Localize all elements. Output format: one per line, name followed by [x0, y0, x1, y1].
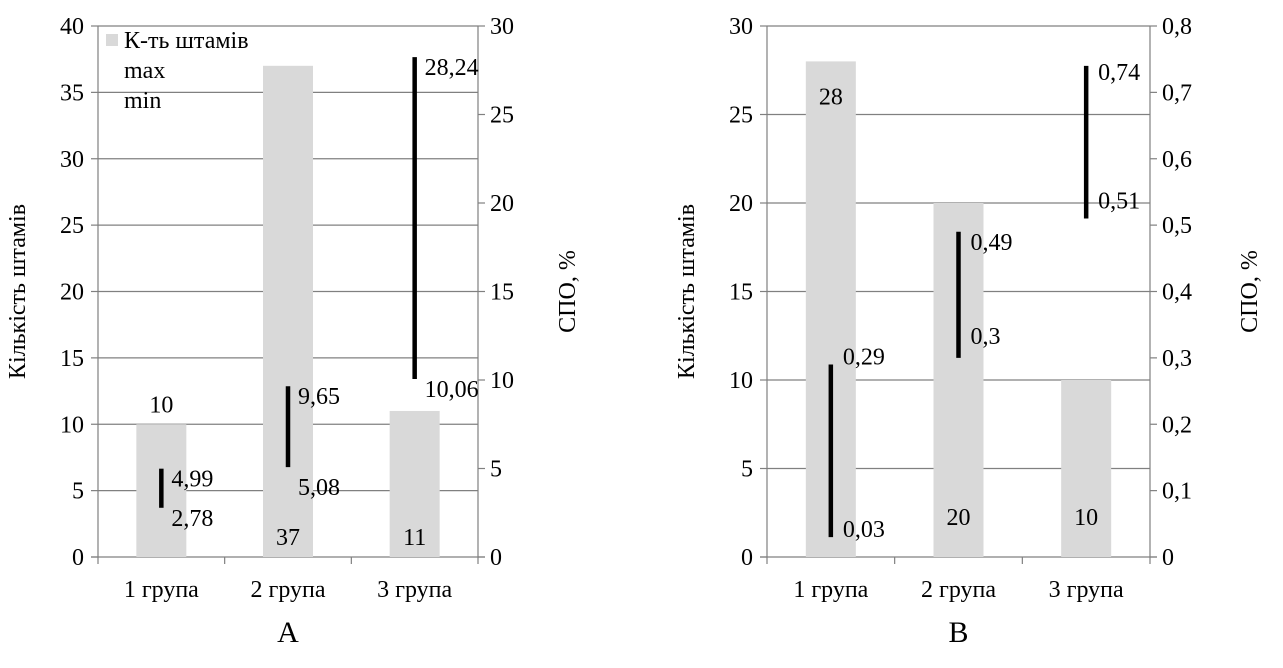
max-value-label: 0,29: [843, 345, 885, 371]
y2-tick-label: 0,1: [1162, 479, 1192, 505]
y-tick-label: 0: [72, 545, 84, 571]
legend-entry: К-ть штамів: [124, 28, 249, 54]
bar-value-label: 20: [947, 505, 971, 531]
y2-axis-title: СПО, %: [1237, 250, 1263, 333]
max-value-label: 0,74: [1098, 60, 1140, 86]
min-value-label: 2,78: [171, 506, 213, 532]
y2-tick-label: 0,4: [1162, 280, 1192, 306]
legend-swatch-bar: [106, 34, 118, 46]
bar-value-label: 28: [819, 84, 843, 110]
y-tick-label: 10: [729, 368, 753, 394]
y2-tick-label: 0,8: [1162, 14, 1192, 40]
max-value-label: 9,65: [298, 384, 340, 410]
y2-tick-label: 0: [1162, 545, 1174, 571]
x-category-label: 2 група: [250, 577, 325, 603]
y2-axis-title: СПО, %: [555, 250, 581, 333]
bar: [1061, 380, 1112, 557]
y-tick-label: 5: [72, 479, 84, 505]
min-value-label: 5,08: [298, 475, 340, 501]
y-tick-label: 15: [60, 346, 84, 372]
bar-value-label: 37: [276, 525, 300, 551]
y-tick-label: 25: [60, 213, 84, 239]
x-category-label: 3 група: [377, 577, 452, 603]
x-category-label: 1 група: [793, 577, 868, 603]
max-value-label: 28,24: [425, 55, 479, 81]
y2-tick-label: 20: [490, 191, 514, 217]
bar-value-label: 11: [403, 525, 426, 551]
y2-tick-label: 5: [490, 457, 502, 483]
y2-tick-label: 15: [490, 280, 514, 306]
legend-entry: max: [124, 58, 165, 84]
bar: [263, 65, 313, 557]
y-tick-label: 25: [729, 103, 753, 129]
y-tick-label: 40: [60, 14, 84, 40]
y-tick-label: 20: [729, 191, 753, 217]
bar-value-label: 10: [1074, 505, 1098, 531]
y-tick-label: 5: [741, 457, 753, 483]
y-axis-title: Кількість штамів: [674, 204, 700, 379]
panel-label: B: [948, 616, 968, 649]
y2-tick-label: 0,7: [1162, 80, 1192, 106]
y2-tick-label: 30: [490, 14, 514, 40]
panel-label: A: [277, 616, 299, 649]
min-value-label: 0,03: [843, 517, 885, 543]
min-value-label: 0,3: [971, 324, 1001, 350]
max-value-label: 0,49: [971, 230, 1013, 256]
max-value-label: 4,99: [171, 467, 213, 493]
bar: [389, 410, 440, 557]
y2-tick-label: 10: [490, 368, 514, 394]
y-tick-label: 0: [741, 545, 753, 571]
y-tick-label: 10: [60, 412, 84, 438]
y-tick-label: 35: [60, 80, 84, 106]
y2-tick-label: 0,3: [1162, 346, 1192, 372]
min-value-label: 0,51: [1098, 188, 1140, 214]
y-tick-label: 30: [729, 14, 753, 40]
y2-tick-label: 25: [490, 103, 514, 129]
y-tick-label: 20: [60, 280, 84, 306]
y2-tick-label: 0,2: [1162, 412, 1192, 438]
y-tick-label: 15: [729, 280, 753, 306]
x-category-label: 2 група: [921, 577, 996, 603]
x-category-label: 1 група: [124, 577, 199, 603]
y2-tick-label: 0,5: [1162, 213, 1192, 239]
y-axis-title: Кількість штамів: [5, 204, 31, 379]
x-category-label: 3 група: [1049, 577, 1124, 603]
legend-entry: min: [124, 88, 161, 114]
y2-tick-label: 0,6: [1162, 147, 1192, 173]
y-tick-label: 30: [60, 147, 84, 173]
min-value-label: 10,06: [425, 377, 479, 403]
bar-value-label: 10: [149, 392, 173, 418]
y2-tick-label: 0: [490, 545, 502, 571]
